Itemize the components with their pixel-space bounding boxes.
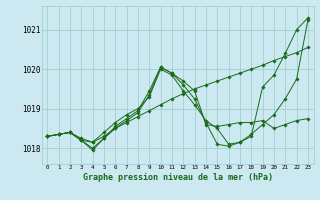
X-axis label: Graphe pression niveau de la mer (hPa): Graphe pression niveau de la mer (hPa) <box>83 173 273 182</box>
